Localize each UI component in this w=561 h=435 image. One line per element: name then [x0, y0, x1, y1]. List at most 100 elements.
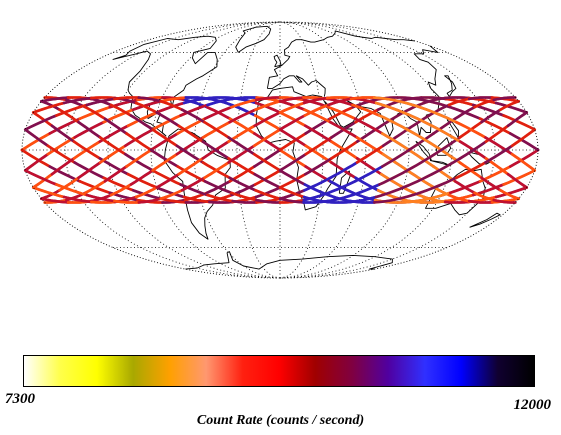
- track-segment: [430, 157, 462, 176]
- track-segment: [151, 128, 179, 148]
- track-segment: [137, 96, 162, 103]
- track-segment: [159, 197, 188, 204]
- track-segment: [381, 128, 409, 148]
- track-segment: [24, 152, 50, 172]
- track-segment: [278, 186, 306, 199]
- track-segment: [126, 111, 158, 128]
- track-segment: [227, 136, 256, 156]
- track-segment: [159, 189, 184, 200]
- track-segment: [302, 96, 329, 105]
- coastline: [429, 160, 452, 167]
- track-segment: [278, 128, 308, 148]
- track-segment: [252, 152, 282, 172]
- track-segment: [228, 108, 257, 124]
- track-segment: [278, 148, 307, 168]
- track-segment: [137, 197, 162, 204]
- track-segment: [50, 157, 76, 176]
- track-segment: [253, 148, 282, 168]
- track-segment: [151, 152, 179, 172]
- track-segment: [20, 132, 51, 152]
- track-segment: [473, 191, 495, 202]
- track-segment: [253, 169, 282, 186]
- track-segment: [455, 161, 487, 180]
- track-segment: [351, 183, 381, 197]
- track-segment: [380, 172, 405, 189]
- track-segment: [24, 128, 50, 148]
- coastline: [266, 30, 415, 89]
- track-segment: [506, 172, 528, 189]
- track-segment: [254, 189, 282, 200]
- track-segment: [40, 96, 70, 103]
- track-segment: [443, 96, 470, 100]
- track-segment: [129, 169, 154, 186]
- track-segment: [180, 176, 206, 192]
- track-segment: [509, 148, 540, 168]
- track-segment: [55, 183, 89, 197]
- track-segment: [177, 157, 205, 176]
- coastline: [324, 45, 440, 137]
- track-segment: [303, 108, 332, 124]
- track-segment: [227, 144, 256, 164]
- track-segment: [455, 120, 487, 139]
- track-segment: [254, 100, 282, 111]
- track-segment: [278, 172, 307, 189]
- track-segment: [303, 176, 332, 192]
- track-segment: [484, 144, 514, 164]
- track-segment: [327, 105, 357, 120]
- meridian-line: [193, 21, 281, 279]
- track-segment: [499, 189, 520, 200]
- track-segment: [206, 193, 234, 203]
- track-segment: [502, 114, 536, 131]
- track-segment: [330, 140, 359, 160]
- map-border: [21, 21, 539, 279]
- track-segment: [372, 96, 401, 103]
- track-segment: [231, 96, 258, 101]
- track-segment: [376, 100, 401, 111]
- track-segment: [155, 111, 180, 128]
- track-segment: [327, 193, 353, 203]
- track-segment: [109, 183, 133, 197]
- coastline: [112, 35, 218, 137]
- track-segment: [31, 111, 54, 128]
- track-segment: [253, 172, 282, 189]
- track-segment: [31, 186, 66, 199]
- track-segment: [494, 186, 528, 199]
- track-segment: [129, 114, 154, 131]
- track-segment: [149, 132, 179, 152]
- track-segment: [255, 96, 282, 102]
- track-segment: [159, 100, 184, 111]
- track-segment: [353, 117, 384, 135]
- track-segment: [230, 191, 258, 202]
- track-segment: [85, 193, 116, 203]
- track-segment: [304, 157, 333, 176]
- track-segment: [24, 169, 58, 186]
- track-segment: [155, 101, 186, 114]
- meridian-line: [279, 21, 324, 279]
- track-segment: [378, 114, 409, 131]
- track-segment: [278, 132, 307, 152]
- track-segment: [99, 144, 127, 164]
- track-segment: [349, 96, 376, 101]
- track-segment: [353, 165, 384, 183]
- track-segment: [113, 199, 141, 204]
- track-segment: [398, 197, 423, 204]
- track-segment: [278, 169, 307, 186]
- track-segment: [228, 176, 257, 192]
- track-segment: [124, 152, 154, 172]
- track-segment: [329, 120, 359, 139]
- track-segment: [131, 189, 162, 200]
- track-segment: [182, 195, 211, 204]
- meridian-line: [279, 21, 367, 279]
- track-segment: [55, 103, 89, 117]
- track-segment: [453, 105, 476, 120]
- track-segment: [458, 140, 488, 160]
- track-segment: [134, 101, 158, 114]
- colorbar: [23, 355, 535, 387]
- meridian-line: [236, 21, 281, 279]
- track-segment: [327, 180, 357, 195]
- track-segment: [24, 114, 58, 131]
- track-segment: [402, 101, 426, 114]
- track-segment: [402, 186, 426, 199]
- coastline: [185, 251, 393, 270]
- coastline: [255, 86, 353, 211]
